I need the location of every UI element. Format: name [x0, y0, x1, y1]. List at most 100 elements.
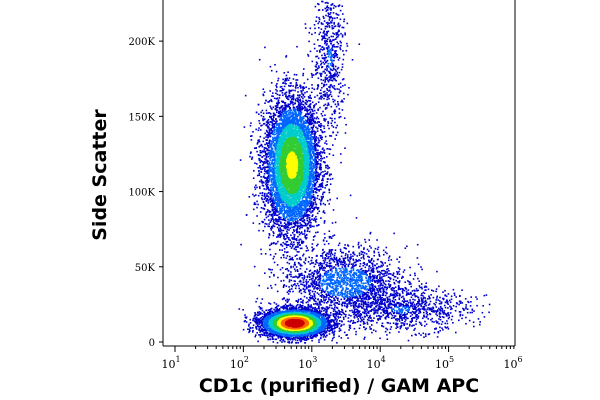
- data-point: [342, 301, 344, 304]
- data-point: [269, 221, 272, 223]
- data-point: [321, 253, 324, 255]
- data-point: [268, 112, 271, 114]
- data-point: [422, 307, 425, 309]
- data-point: [293, 338, 295, 340]
- data-point: [375, 306, 377, 308]
- data-point: [403, 317, 406, 320]
- data-point: [282, 94, 284, 97]
- data-point: [256, 320, 258, 322]
- data-point: [417, 301, 420, 303]
- data-point: [291, 98, 293, 101]
- data-point: [343, 117, 346, 119]
- data-point: [402, 322, 404, 324]
- data-point: [331, 177, 334, 180]
- data-point: [363, 252, 366, 254]
- data-point: [389, 278, 392, 280]
- data-point: [385, 292, 388, 295]
- data-point: [290, 96, 292, 99]
- data-point: [262, 164, 264, 166]
- data-points: [238, 0, 491, 344]
- data-point: [479, 323, 481, 326]
- data-point: [337, 42, 340, 45]
- data-point: [288, 298, 290, 301]
- data-point: [306, 247, 308, 249]
- data-point: [271, 205, 274, 207]
- data-point: [266, 170, 268, 173]
- data-point: [379, 315, 382, 318]
- data-point: [267, 134, 269, 136]
- data-point: [342, 101, 344, 103]
- data-point: [397, 281, 399, 283]
- data-point: [264, 158, 266, 160]
- data-point: [288, 342, 291, 344]
- data-point: [304, 115, 306, 117]
- data-point: [267, 134, 269, 137]
- data-point: [267, 163, 269, 165]
- data-point: [319, 275, 321, 277]
- data-point: [373, 251, 376, 254]
- data-point: [294, 275, 297, 278]
- data-point: [307, 304, 310, 307]
- data-point: [389, 298, 391, 301]
- data-point: [280, 216, 282, 219]
- data-point: [408, 325, 411, 327]
- data-point: [267, 149, 270, 152]
- data-point: [265, 134, 268, 136]
- data-point: [381, 273, 384, 275]
- data-point: [321, 37, 324, 40]
- data-point: [372, 269, 375, 272]
- data-point: [277, 218, 279, 221]
- data-point: [311, 117, 314, 120]
- data-point: [432, 290, 435, 292]
- data-point: [331, 79, 334, 82]
- data-point: [332, 27, 335, 29]
- data-point: [259, 331, 261, 333]
- data-point: [331, 339, 333, 342]
- data-point: [390, 326, 393, 328]
- data-point: [262, 221, 265, 223]
- data-point: [306, 228, 309, 230]
- data-point: [361, 298, 363, 301]
- data-point: [264, 225, 266, 228]
- data-point: [254, 314, 256, 317]
- data-point: [318, 3, 320, 6]
- data-point: [259, 330, 262, 332]
- data-point: [388, 306, 391, 309]
- data-point: [329, 236, 332, 238]
- data-point: [256, 200, 258, 203]
- data-point: [302, 224, 304, 227]
- data-point: [243, 126, 246, 128]
- data-point: [343, 18, 346, 21]
- data-point: [345, 253, 347, 255]
- data-point: [413, 312, 416, 314]
- data-point: [324, 93, 327, 95]
- data-point: [439, 305, 442, 308]
- data-point: [438, 315, 441, 317]
- data-point: [329, 39, 331, 41]
- data-point: [336, 56, 339, 58]
- data-point: [435, 327, 437, 330]
- data-point: [311, 339, 313, 342]
- data-point: [367, 289, 370, 292]
- data-point: [273, 204, 275, 206]
- data-point: [327, 294, 330, 296]
- data-point: [340, 263, 342, 266]
- data-point: [285, 108, 287, 110]
- data-point: [425, 301, 428, 304]
- data-point: [281, 298, 284, 301]
- data-point: [410, 317, 413, 320]
- data-point: [376, 321, 378, 324]
- data-point: [258, 326, 260, 328]
- data-point: [485, 294, 488, 296]
- data-point: [268, 313, 270, 316]
- data-point: [370, 294, 373, 296]
- data-point: [287, 103, 290, 105]
- data-point: [450, 306, 452, 309]
- data-point: [342, 13, 344, 15]
- data-point: [325, 331, 327, 333]
- data-point: [369, 326, 371, 328]
- data-point: [291, 258, 293, 261]
- data-point: [266, 123, 268, 126]
- data-point: [384, 283, 387, 286]
- data-point: [384, 272, 386, 275]
